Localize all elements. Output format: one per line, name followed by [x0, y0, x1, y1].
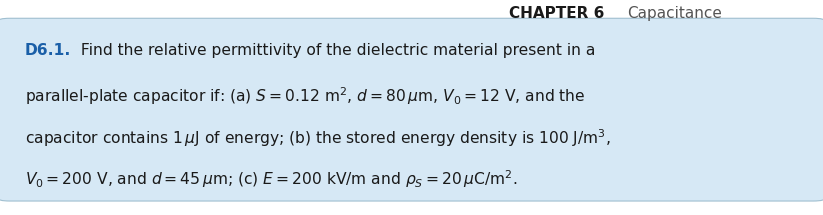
Text: Capacitance: Capacitance [627, 6, 722, 22]
Text: capacitor contains $1\,\mu$J of energy; (b) the stored energy density is 100 J/m: capacitor contains $1\,\mu$J of energy; … [25, 127, 611, 149]
Text: $V_0 = 200$ V, and $d = 45\,\mu$m; (c) $E = 200$ kV/m and $\rho_S = 20\,\mu$C/m$: $V_0 = 200$ V, and $d = 45\,\mu$m; (c) $… [25, 169, 517, 190]
Text: D6.1.: D6.1. [25, 43, 71, 58]
Text: CHAPTER 6: CHAPTER 6 [509, 6, 604, 22]
Text: parallel-plate capacitor if: (a) $S = 0.12$ m$^2$, $d = 80\,\mu$m, $V_0 = 12$ V,: parallel-plate capacitor if: (a) $S = 0.… [25, 85, 585, 107]
Text: Find the relative permittivity of the dielectric material present in a: Find the relative permittivity of the di… [76, 43, 595, 58]
